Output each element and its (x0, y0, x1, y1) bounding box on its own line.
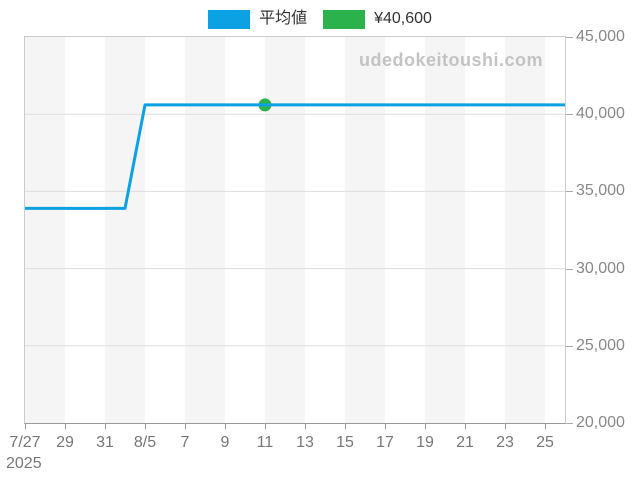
x-axis-label: 23 (496, 434, 514, 451)
x-tick-mark (185, 424, 186, 429)
y-tick-mark (566, 114, 573, 116)
x-axis-label: 21 (456, 434, 474, 451)
x-axis-label: 9 (220, 434, 230, 451)
x-axis-label: 17 (376, 434, 394, 451)
legend-swatch-average (208, 9, 251, 29)
legend-item-current-price: ¥40,600 (323, 9, 432, 29)
x-axis-label: 19 (416, 434, 434, 451)
legend-item-average: 平均値 (208, 9, 307, 29)
chart-legend: 平均値 ¥40,600 (0, 8, 640, 30)
x-tick-mark (25, 424, 26, 429)
y-axis-label: 20,000 (576, 414, 625, 431)
legend-label-current-price: ¥40,600 (374, 10, 432, 27)
y-tick-mark (566, 37, 573, 38)
plot-area: udedokeitoushi.com (24, 36, 566, 424)
y-axis-label: 35,000 (576, 182, 625, 200)
x-tick-mark (105, 424, 106, 429)
x-tick-mark (545, 424, 546, 429)
x-tick-mark (305, 424, 306, 429)
x-axis-label: 13 (296, 434, 314, 451)
x-tick-mark (385, 424, 386, 429)
x-tick-mark (505, 424, 506, 429)
y-tick-mark (566, 191, 573, 193)
legend-label-average: 平均値 (259, 10, 308, 27)
y-tick-mark (566, 345, 573, 347)
watermark: udedokeitoushi.com (358, 50, 543, 70)
x-tick-mark (465, 424, 466, 429)
price-line (25, 103, 565, 210)
x-tick-mark (65, 424, 66, 429)
x-tick-mark (265, 424, 266, 429)
x-axis-label: 11 (256, 434, 274, 451)
x-tick-mark (225, 424, 226, 429)
y-tick-mark (566, 423, 573, 424)
x-tick-mark (145, 424, 146, 429)
y-axis-label: 45,000 (576, 28, 625, 45)
x-axis-year-label: 2025 (6, 455, 42, 472)
x-tick-mark (345, 424, 346, 429)
x-axis-label: 25 (536, 434, 554, 451)
x-axis-label: 7/27 (9, 434, 41, 451)
x-axis-label: 15 (336, 434, 354, 451)
x-axis-label: 7 (180, 434, 190, 451)
chart-canvas (25, 98, 565, 347)
y-axis-label: 25,000 (576, 336, 625, 354)
x-tick-mark (425, 424, 426, 429)
x-axis-label: 8/5 (133, 434, 157, 451)
y-axis-label: 40,000 (576, 105, 625, 123)
legend-swatch-current-price (323, 9, 366, 29)
y-tick-mark (566, 268, 573, 270)
x-axis-label: 29 (56, 434, 74, 451)
y-axis-label: 30,000 (576, 259, 625, 277)
x-axis-label: 31 (96, 434, 114, 451)
